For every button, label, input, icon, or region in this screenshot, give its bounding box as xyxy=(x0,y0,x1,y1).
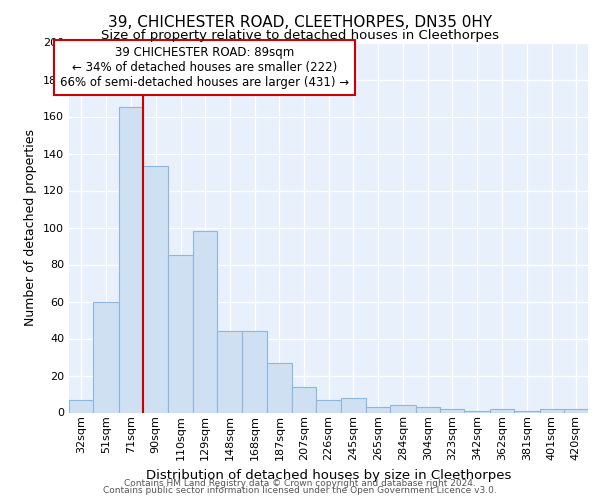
Bar xyxy=(539,409,564,412)
Bar xyxy=(242,331,266,412)
Bar xyxy=(464,410,490,412)
Bar xyxy=(514,410,539,412)
Bar xyxy=(193,231,217,412)
Bar xyxy=(416,407,440,412)
Text: Size of property relative to detached houses in Cleethorpes: Size of property relative to detached ho… xyxy=(101,28,499,42)
Bar xyxy=(266,362,292,412)
Y-axis label: Number of detached properties: Number of detached properties xyxy=(25,129,37,326)
Bar xyxy=(341,398,366,412)
Bar xyxy=(366,407,391,412)
Bar xyxy=(217,331,242,412)
Text: 39 CHICHESTER ROAD: 89sqm
← 34% of detached houses are smaller (222)
66% of semi: 39 CHICHESTER ROAD: 89sqm ← 34% of detac… xyxy=(59,46,349,89)
Bar xyxy=(169,255,193,412)
Bar xyxy=(391,405,416,412)
Text: 39, CHICHESTER ROAD, CLEETHORPES, DN35 0HY: 39, CHICHESTER ROAD, CLEETHORPES, DN35 0… xyxy=(108,15,492,30)
Bar xyxy=(490,409,514,412)
Bar xyxy=(564,409,588,412)
Bar xyxy=(69,400,93,412)
Bar xyxy=(119,108,143,412)
Bar xyxy=(316,400,341,412)
Bar xyxy=(93,302,119,412)
Bar xyxy=(292,386,316,412)
Bar xyxy=(143,166,169,412)
Text: Contains public sector information licensed under the Open Government Licence v3: Contains public sector information licen… xyxy=(103,486,497,495)
X-axis label: Distribution of detached houses by size in Cleethorpes: Distribution of detached houses by size … xyxy=(146,468,511,481)
Text: Contains HM Land Registry data © Crown copyright and database right 2024.: Contains HM Land Registry data © Crown c… xyxy=(124,478,476,488)
Bar xyxy=(440,409,464,412)
